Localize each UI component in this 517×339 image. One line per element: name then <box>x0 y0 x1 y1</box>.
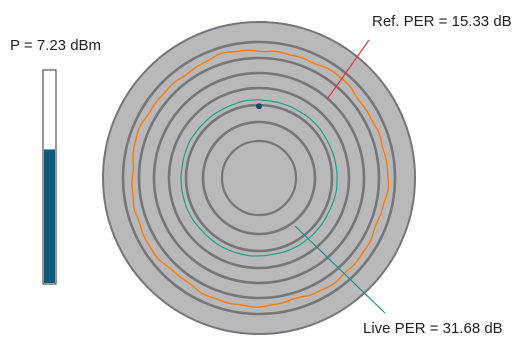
polar-disc <box>102 21 416 335</box>
ring-6 <box>137 56 381 300</box>
ring-7 <box>121 40 397 316</box>
ring-grid <box>121 40 397 316</box>
power-gauge-fill <box>44 149 55 283</box>
power-label: P = 7.23 dBm <box>10 37 101 54</box>
live-per-leader <box>294 225 386 314</box>
ring-2 <box>201 120 317 236</box>
live-marker <box>256 103 262 110</box>
ref-per-label: Ref. PER = 15.33 dB <box>372 13 512 30</box>
reference-trace <box>131 49 390 308</box>
live-trace <box>180 99 338 257</box>
ref-per-leader <box>327 39 370 99</box>
ring-4 <box>167 86 351 270</box>
live-per-label: Live PER = 31.68 dB <box>363 320 503 337</box>
ring-1 <box>220 139 298 217</box>
ring-5 <box>152 71 366 285</box>
